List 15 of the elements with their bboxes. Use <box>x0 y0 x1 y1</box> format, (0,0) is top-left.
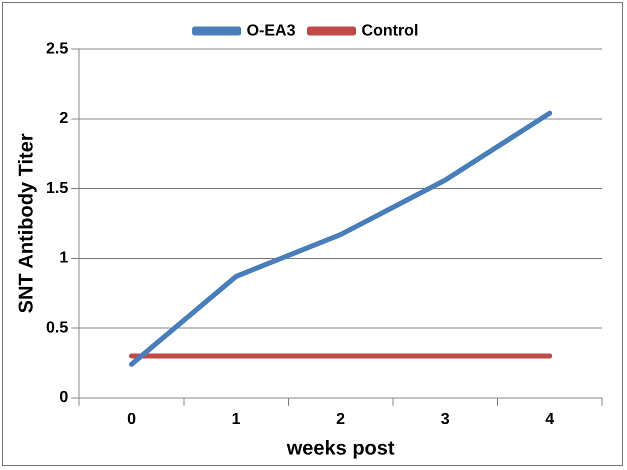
y-tick-label: 2 <box>59 110 68 128</box>
x-tick-label: 0 <box>127 410 136 428</box>
x-tick-label: 4 <box>545 410 554 428</box>
x-tick-label: 1 <box>232 410 241 428</box>
y-tick-label: 2.5 <box>46 40 68 58</box>
y-axis-title: SNT Antibody Titer <box>16 133 38 314</box>
y-tick-label: 0.5 <box>46 319 68 336</box>
legend-label: Control <box>362 22 418 40</box>
y-tick-label: 1 <box>59 250 68 267</box>
y-tick-label: 1.5 <box>46 180 68 197</box>
x-axis-title: weeks post <box>286 438 395 460</box>
y-tick-label: 0 <box>59 389 68 406</box>
legend-label: O-EA3 <box>246 22 296 40</box>
x-tick-label: 2 <box>336 410 346 428</box>
x-tick-label: 3 <box>440 410 450 428</box>
